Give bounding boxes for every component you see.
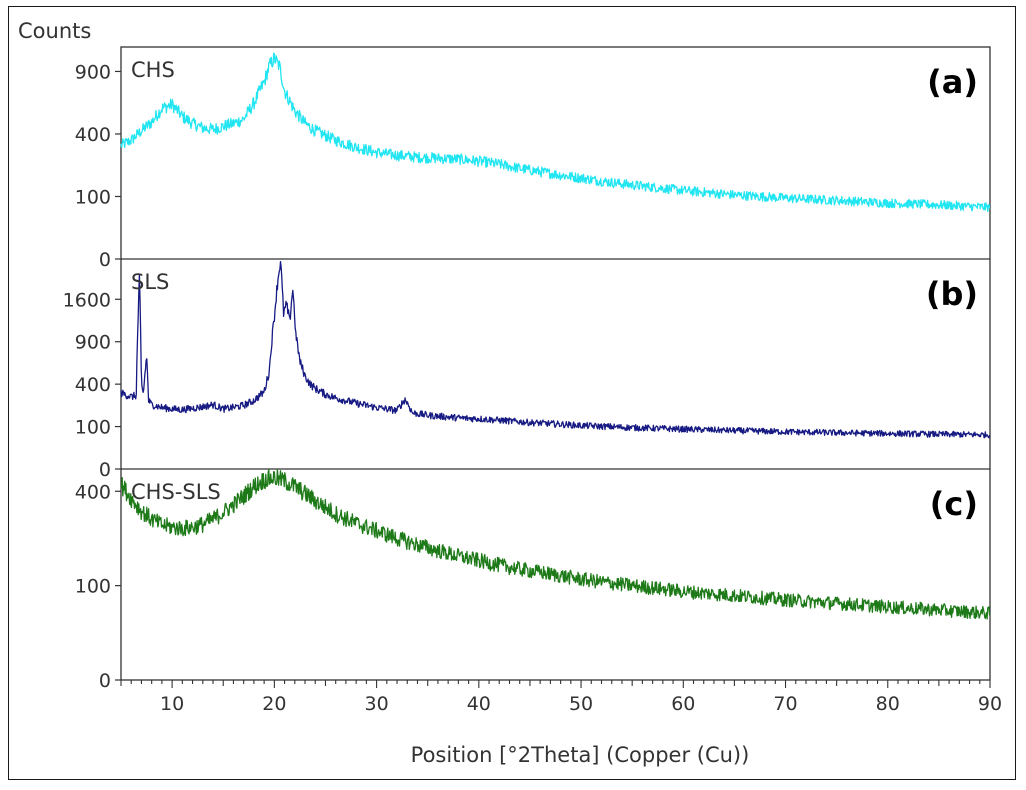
y-tick-label: 900 [75,332,111,354]
x-tick-label: 80 [876,693,900,715]
panel-name-label: CHS-SLS [131,480,221,504]
panel-letter-label: (c) [930,485,978,523]
x-tick-label: 50 [569,693,593,715]
x-tick-label: 10 [160,693,184,715]
figure-frame [8,6,1016,780]
series-line-sls [120,261,991,439]
series-line-chs [120,52,991,213]
series-line-chs-sls [120,468,991,620]
x-tick-label: 40 [467,693,491,715]
y-axis-title: Counts [18,19,91,43]
x-tick-label: 30 [364,693,388,715]
y-tick-label: 100 [75,576,111,598]
y-tick-label: 400 [75,124,111,146]
y-tick-label: 900 [75,61,111,83]
x-axis-title: Position [°2Theta] (Copper (Cu)) [411,743,750,767]
panel-letter-label: (a) [927,63,978,101]
y-tick-label: 0 [99,670,111,692]
y-tick-label: 0 [99,459,111,481]
y-tick-label: 400 [75,481,111,503]
panel-name-label: CHS [131,58,175,82]
y-tick-label: 100 [75,186,111,208]
x-tick-label: 70 [773,693,797,715]
x-tick-label: 60 [671,693,695,715]
panel-letter-label: (b) [926,275,978,313]
x-tick-label: 20 [262,693,286,715]
panel-name-label: SLS [131,270,169,294]
y-tick-label: 0 [99,249,111,271]
plot-frame [120,46,991,681]
y-tick-label: 100 [75,417,111,439]
y-tick-label: 400 [75,374,111,396]
y-tick-label: 1600 [63,289,111,311]
x-tick-label: 90 [978,693,1002,715]
